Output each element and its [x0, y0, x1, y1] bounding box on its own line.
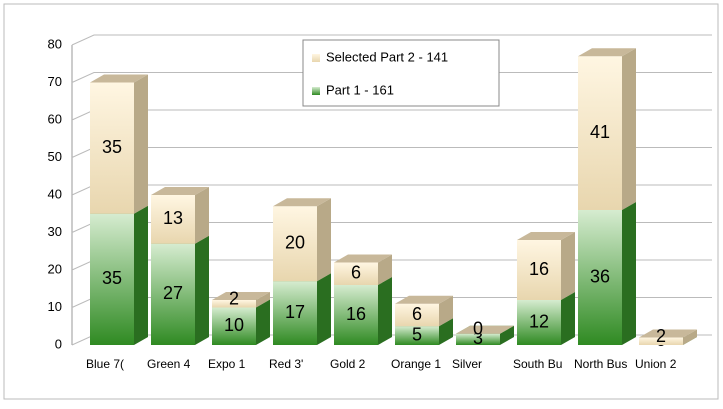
bar [578, 210, 622, 345]
data-label: 12 [529, 311, 549, 331]
bar [90, 213, 134, 345]
data-label: 10 [224, 315, 244, 335]
bar-top [578, 48, 636, 57]
y-tick-label: 30 [48, 224, 62, 239]
x-tick-label: North Bus [574, 357, 627, 371]
bar-top [517, 232, 575, 240]
x-tick-label: Blue 7( [86, 357, 124, 371]
x-tick-label: Red 3' [269, 357, 303, 371]
legend-box [302, 39, 500, 107]
bar-top [212, 292, 270, 300]
bar [90, 82, 134, 214]
data-label: 5 [412, 324, 422, 344]
bar-side [317, 273, 331, 345]
y-tick-label: 0 [55, 336, 62, 351]
bar [212, 307, 256, 345]
bar [395, 326, 439, 345]
data-label: 2 [229, 289, 239, 309]
bar-side [561, 232, 575, 300]
x-tick-label: South Bu [513, 357, 562, 371]
bar-top [151, 187, 209, 195]
grid-line [71, 72, 712, 83]
y-tick-label: 10 [48, 299, 62, 314]
y-tick-label: 50 [48, 149, 62, 164]
y-tick-label: 80 [48, 36, 62, 51]
bar [151, 243, 195, 345]
bar-side [561, 292, 575, 345]
x-tick-label: Green 4 [147, 357, 191, 371]
y-tick-label: 40 [48, 186, 62, 201]
bar-side [683, 329, 697, 345]
bar-side [256, 299, 270, 345]
bar-side [500, 325, 514, 345]
legend-label: Part 1 - 161 [326, 82, 394, 97]
bar [212, 300, 256, 308]
bar-top [456, 325, 514, 334]
bar [395, 303, 439, 327]
y-tick-label: 60 [48, 111, 62, 126]
bar [151, 195, 195, 244]
frame [3, 3, 719, 400]
bar-side [622, 48, 636, 210]
legend-swatch [312, 87, 320, 95]
data-label: 41 [590, 122, 610, 142]
bar-side [439, 295, 453, 327]
x-tick-label: Expo 1 [208, 357, 246, 371]
legend-label: Selected Part 2 - 141 [326, 49, 448, 64]
data-label: 35 [102, 137, 122, 157]
bar-side [195, 235, 209, 345]
x-tick-label: Union 2 [635, 357, 677, 371]
x-tick-label: Gold 2 [330, 357, 366, 371]
bar [578, 56, 622, 210]
bar-top [395, 295, 453, 304]
data-label: 36 [590, 266, 610, 286]
bar-top [90, 74, 148, 83]
data-label: 20 [285, 233, 305, 253]
bar [273, 281, 317, 345]
data-label: 2 [656, 326, 666, 346]
y-tick-label: 20 [48, 261, 62, 276]
data-label: 6 [412, 304, 422, 324]
data-label: 27 [163, 283, 183, 303]
bar-side [378, 254, 392, 285]
bar-top [273, 198, 331, 207]
bar-side [195, 187, 209, 244]
bar-top [639, 329, 697, 338]
x-tick-label: Orange 1 [391, 357, 441, 371]
bar-side [256, 292, 270, 308]
bar-side [622, 202, 636, 345]
bar-side [378, 277, 392, 345]
bar-side [439, 318, 453, 345]
x-tick-label: Silver [452, 357, 482, 371]
grid-line [71, 34, 712, 46]
bar [334, 262, 378, 285]
y-tick-label: 70 [48, 74, 62, 89]
data-label: 6 [351, 263, 361, 283]
data-label: 0 [473, 319, 483, 339]
data-label: 16 [346, 304, 366, 324]
data-label: 17 [285, 302, 305, 322]
bar-top [334, 254, 392, 263]
data-label: 35 [102, 268, 122, 288]
legend-swatch [312, 54, 320, 62]
bar-side [317, 198, 331, 282]
bar [639, 337, 683, 345]
bar [273, 206, 317, 282]
bar-side [134, 74, 148, 214]
data-label: 16 [529, 259, 549, 279]
bar [517, 240, 561, 300]
bar-side [134, 205, 148, 345]
bar [456, 333, 500, 345]
data-label: 3 [473, 328, 483, 348]
bar [334, 285, 378, 345]
data-label: 13 [163, 208, 183, 228]
bar [517, 300, 561, 345]
